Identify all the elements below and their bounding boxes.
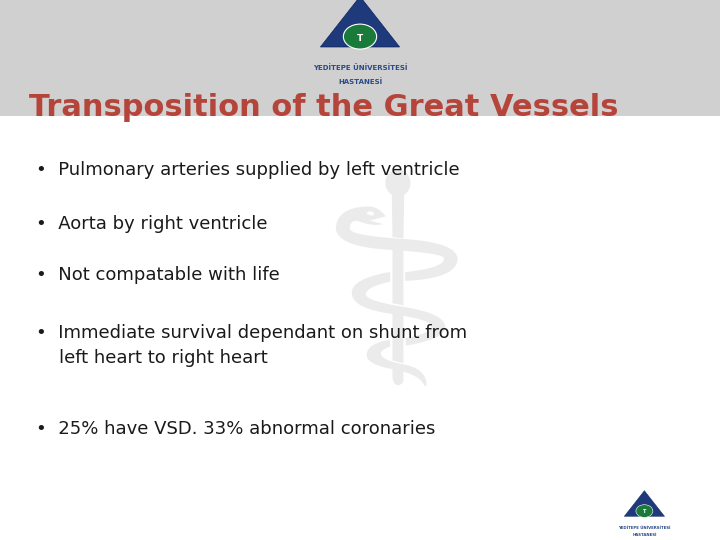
Text: •  Immediate survival dependant on shunt from
    left heart to right heart: • Immediate survival dependant on shunt … [36,324,467,367]
Text: •  Pulmonary arteries supplied by left ventricle: • Pulmonary arteries supplied by left ve… [36,161,459,179]
Text: Transposition of the Great Vessels: Transposition of the Great Vessels [29,93,618,123]
Text: •  Not compatable with life: • Not compatable with life [36,266,280,285]
Text: HASTANESİ: HASTANESİ [632,533,657,537]
Circle shape [343,24,377,49]
Text: •  25% have VSD. 33% abnormal coronaries: • 25% have VSD. 33% abnormal coronaries [36,420,436,438]
Text: •  Aorta by right ventricle: • Aorta by right ventricle [36,215,268,233]
Circle shape [636,505,653,517]
Polygon shape [320,0,400,47]
Text: ⚕: ⚕ [317,161,475,444]
FancyBboxPatch shape [0,0,720,116]
Text: HASTANESİ: HASTANESİ [338,78,382,85]
Text: YEDİTEPE ÜNİVERSİTESİ: YEDİTEPE ÜNİVERSİTESİ [312,64,408,71]
Text: T: T [643,509,646,514]
Text: T: T [357,33,363,43]
Text: YEDİTEPE ÜNİVERSİTESİ: YEDİTEPE ÜNİVERSİTESİ [618,525,670,530]
Polygon shape [624,491,665,516]
